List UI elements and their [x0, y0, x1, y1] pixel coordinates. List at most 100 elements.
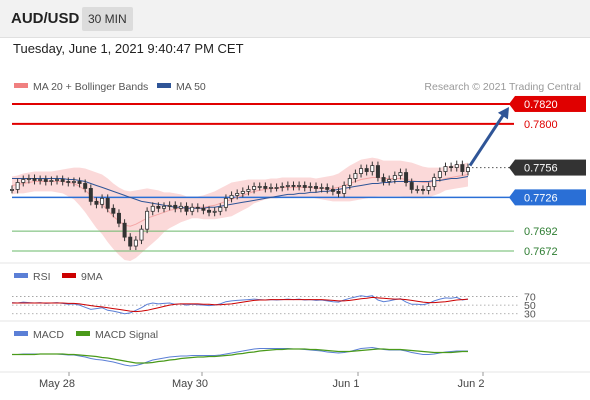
candle-body — [415, 189, 420, 191]
candle-body — [156, 205, 161, 209]
candle-body — [201, 207, 206, 211]
candle-body — [32, 178, 37, 181]
candle-body — [460, 164, 465, 172]
candle-body — [77, 181, 82, 184]
legend-bollinger-swatch — [14, 83, 28, 88]
level-box-current — [515, 159, 586, 176]
candle-body — [161, 205, 166, 209]
legend-9ma-label: 9MA — [81, 271, 103, 283]
level-label-0.7726: 0.7726 — [524, 192, 558, 204]
legend: MA 20 + Bollinger Bands MA 50 Research ©… — [14, 81, 581, 93]
forecast-arrow — [468, 106, 509, 167]
candle-body — [347, 178, 352, 186]
x-axis: May 28 May 30 Jun 1 Jun 2 — [39, 372, 484, 390]
candle-body — [454, 164, 459, 168]
candle-body — [83, 183, 88, 189]
candle-body — [49, 180, 54, 182]
candle-body — [370, 165, 375, 172]
candle-body — [128, 236, 133, 247]
candle-body — [325, 187, 330, 190]
candle-body — [212, 210, 217, 213]
candle-body — [359, 168, 364, 174]
candle-body — [15, 182, 20, 190]
candle-body — [21, 179, 26, 183]
candle-body — [336, 191, 341, 194]
rsi-line — [11, 295, 469, 315]
candle-body — [285, 185, 290, 187]
candle-body — [150, 205, 155, 212]
level-box-resistance — [515, 95, 586, 112]
legend-bollinger-label: MA 20 + Bollinger Bands — [33, 81, 148, 93]
candle-body — [257, 186, 262, 188]
candle-body — [246, 189, 251, 192]
level-pointer-support — [509, 189, 515, 206]
candle-body — [60, 179, 65, 182]
candle-body — [26, 178, 31, 180]
candle-body — [387, 179, 392, 182]
level-label-0.7692: 0.7692 — [524, 226, 558, 238]
candle-body — [38, 179, 43, 181]
macd-panel: MACD MACD Signal — [12, 329, 468, 367]
candle-body — [420, 189, 425, 191]
candle-body — [105, 197, 110, 209]
candle-body — [94, 200, 99, 205]
candle-body — [207, 209, 212, 213]
candle-body — [291, 185, 296, 187]
candle-body — [111, 207, 116, 214]
candle-body — [116, 212, 121, 224]
candle-body — [100, 197, 105, 205]
candle-body — [319, 187, 324, 189]
candle-body — [342, 185, 347, 194]
candle-body — [195, 206, 200, 209]
macd-signal-line — [12, 348, 468, 364]
candle-body — [409, 182, 414, 190]
level-pointer-resistance — [509, 95, 515, 112]
candle-body — [223, 197, 228, 208]
candle-body — [43, 179, 48, 182]
candle-body — [364, 168, 369, 172]
candle-body — [9, 189, 14, 191]
level-box-support — [515, 189, 586, 206]
candle-body — [274, 187, 279, 189]
candle-body — [443, 166, 448, 172]
timeframe-button[interactable]: 30 MIN — [82, 7, 133, 31]
ma20-line — [11, 174, 469, 227]
legend-ma50-swatch — [157, 83, 171, 88]
level-label-0.7672: 0.7672 — [524, 246, 558, 258]
candle-body — [66, 181, 71, 183]
x-tick-label: Jun 1 — [333, 378, 360, 390]
candle-body — [178, 205, 183, 209]
rsi-ma-line — [12, 296, 469, 313]
candle-body — [404, 172, 409, 183]
legend-signal-swatch — [76, 331, 90, 336]
rsi-level-label: 30 — [524, 309, 536, 321]
arrow-shaft — [468, 113, 506, 167]
level-label-0.7820: 0.7820 — [524, 99, 558, 111]
candle-body — [167, 204, 172, 207]
candle-body — [122, 222, 127, 238]
level-label-0.7800: 0.7800 — [524, 119, 558, 131]
candle-body — [280, 186, 285, 188]
price-candles — [9, 160, 470, 251]
legend-macd-label: MACD — [33, 329, 64, 341]
legend-rsi-swatch — [14, 273, 28, 278]
candle-body — [308, 186, 313, 188]
level-pointer-current — [509, 159, 515, 176]
candle-body — [297, 185, 302, 187]
legend-ma50-label: MA 50 — [176, 81, 206, 93]
candle-body — [252, 186, 257, 190]
candle-body — [173, 204, 178, 209]
candle-body — [229, 194, 234, 199]
x-tick-label: May 28 — [39, 378, 75, 390]
x-tick-label: May 30 — [172, 378, 208, 390]
price-panel: 0.7820 0.7800 0.7756 0.7726 0.7692 0.7672 — [9, 95, 586, 261]
candle-body — [55, 179, 60, 181]
copyright-text: Research © 2021 Trading Central — [424, 81, 581, 93]
level-label-0.7756: 0.7756 — [524, 163, 558, 175]
candle-body — [268, 187, 273, 189]
legend-macd-swatch — [14, 331, 28, 336]
candle-body — [184, 205, 189, 212]
candle-body — [398, 172, 403, 176]
